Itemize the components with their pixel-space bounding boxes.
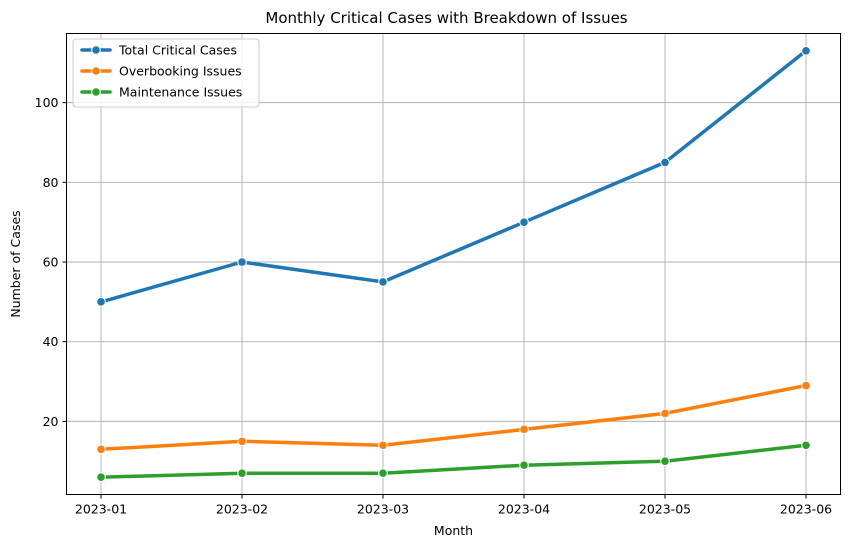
chart-title: Monthly Critical Cases with Breakdown of… (265, 9, 627, 27)
legend-marker (91, 45, 101, 55)
series-2 (96, 380, 811, 455)
data-point (660, 157, 670, 168)
y-tick-label: 60 (43, 255, 59, 270)
data-point (801, 46, 811, 56)
grid (66, 33, 841, 495)
x-tick-label: 2023-04 (498, 502, 550, 517)
series-line (99, 443, 808, 479)
legend-label: Total Critical Cases (118, 43, 237, 58)
x-tick-label: 2023-06 (780, 502, 832, 517)
data-point (519, 217, 529, 227)
legend-item: Maintenance Issues (80, 85, 242, 100)
series-line (99, 49, 808, 304)
legend-label: Maintenance Issues (119, 85, 242, 100)
y-axis-label: Number of Cases (8, 210, 23, 317)
y-tick-label: 20 (43, 414, 59, 429)
legend-label: Overbooking Issues (119, 64, 242, 79)
data-point (96, 297, 106, 307)
series-layer (96, 46, 811, 482)
series-1 (96, 46, 811, 307)
legend-item: Total Critical Cases (80, 43, 237, 58)
legend: Total Critical Cases Overbooking Issues Ma… (72, 38, 260, 108)
x-tick-label: 2023-01 (75, 502, 127, 517)
data-point (378, 440, 388, 451)
x-tick-label: 2023-02 (216, 502, 268, 517)
data-point (519, 424, 529, 435)
data-point (801, 440, 811, 451)
y-tick-label: 100 (35, 95, 59, 110)
data-point (378, 468, 388, 478)
data-point (660, 408, 670, 419)
data-point (801, 380, 811, 391)
legend-box (72, 38, 260, 108)
data-point (660, 456, 670, 467)
x-tick-label: 2023-05 (639, 502, 691, 517)
ticks: 2023-01 2023-02 2023-03 2023-04 2023-05 2023-… (35, 95, 833, 516)
data-point (237, 257, 247, 267)
y-tick-label: 40 (43, 334, 59, 349)
data-point (519, 460, 529, 471)
legend-marker (91, 66, 101, 76)
data-point (237, 436, 247, 447)
data-point (378, 277, 388, 287)
x-axis-label: Month (434, 523, 473, 538)
legend-item: Overbooking Issues (80, 64, 242, 79)
series-line (99, 383, 808, 452)
series-3 (96, 440, 811, 482)
plot-frame (66, 33, 841, 495)
x-tick-label: 2023-03 (357, 502, 409, 517)
data-point (237, 468, 247, 478)
legend-marker (91, 87, 101, 97)
y-tick-label: 80 (43, 175, 59, 190)
data-point (96, 472, 106, 482)
data-point (96, 444, 106, 455)
